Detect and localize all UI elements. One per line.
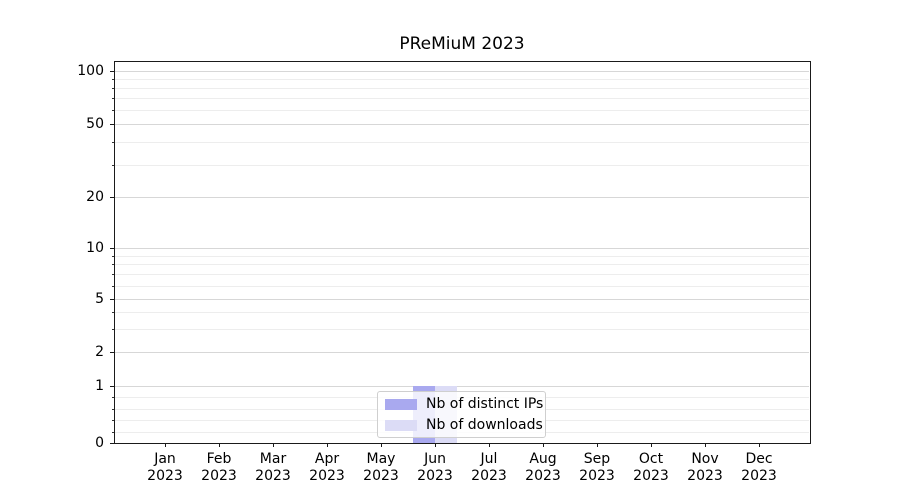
x-tick [381,443,382,447]
y-minor-gridline [115,256,809,257]
x-tick-label: Apr 2023 [309,451,345,484]
y-tick-label: 50 [86,116,104,132]
y-tick [110,386,114,387]
y-minor-gridline [115,88,809,89]
y-minor-tick [112,420,114,421]
y-minor-tick [112,397,114,398]
y-minor-tick [112,312,114,313]
x-tick-label: Nov 2023 [687,451,723,484]
y-major-gridline [115,299,809,300]
y-minor-tick [112,165,114,166]
y-minor-tick [112,98,114,99]
y-tick [110,299,114,300]
x-tick-label: Aug 2023 [525,451,561,484]
x-tick [759,443,760,447]
y-minor-tick [112,329,114,330]
x-tick-label: Jul 2023 [471,451,507,484]
legend-label: Nb of distinct IPs [426,396,544,412]
y-tick-label: 0 [95,435,104,451]
y-minor-tick [112,432,114,433]
legend-item: Nb of downloads [385,416,545,434]
x-tick [165,443,166,447]
chart-title: PReMiuM 2023 [399,34,525,54]
y-tick [110,248,114,249]
y-minor-tick [112,88,114,89]
y-minor-tick [112,264,114,265]
y-minor-gridline [115,286,809,287]
y-tick [110,197,114,198]
x-tick [597,443,598,447]
y-minor-tick [112,274,114,275]
y-minor-tick [112,79,114,80]
y-minor-gridline [115,312,809,313]
x-tick-label: May 2023 [363,451,399,484]
y-minor-gridline [115,274,809,275]
y-tick-label: 20 [86,189,104,205]
x-tick-label: Sep 2023 [579,451,615,484]
y-tick-label: 1 [95,378,104,394]
x-tick-label: Dec 2023 [741,451,777,484]
y-minor-gridline [115,329,809,330]
y-minor-tick [112,286,114,287]
y-tick [110,71,114,72]
x-tick [219,443,220,447]
y-minor-gridline [115,79,809,80]
legend: Nb of distinct IPs Nb of downloads [377,391,546,438]
y-tick [110,352,114,353]
y-tick-label: 100 [77,63,104,79]
x-tick [705,443,706,447]
y-major-gridline [115,248,809,249]
y-minor-tick [112,142,114,143]
x-tick [435,443,436,447]
y-major-gridline [115,352,809,353]
legend-label: Nb of downloads [426,417,543,433]
y-minor-tick [112,256,114,257]
y-minor-gridline [115,165,809,166]
y-tick [110,443,114,444]
y-minor-tick [112,110,114,111]
y-tick-label: 5 [95,291,104,307]
y-tick [110,124,114,125]
y-major-gridline [115,386,809,387]
x-tick [651,443,652,447]
legend-color-swatch [385,398,417,410]
y-major-gridline [115,124,809,125]
y-minor-tick [112,409,114,410]
y-major-gridline [115,197,809,198]
x-tick-label: Mar 2023 [255,451,291,484]
x-tick-label: Jun 2023 [417,451,453,484]
y-tick-label: 2 [95,344,104,360]
x-tick [327,443,328,447]
x-tick [489,443,490,447]
y-minor-gridline [115,264,809,265]
x-tick [543,443,544,447]
x-tick [273,443,274,447]
y-minor-gridline [115,142,809,143]
legend-item: Nb of distinct IPs [385,395,545,413]
x-tick-label: Jan 2023 [147,451,183,484]
x-tick-label: Feb 2023 [201,451,237,484]
x-tick-label: Oct 2023 [633,451,669,484]
y-tick-label: 10 [86,240,104,256]
y-minor-gridline [115,110,809,111]
y-minor-gridline [115,98,809,99]
y-major-gridline [115,71,809,72]
legend-color-swatch [385,419,417,431]
